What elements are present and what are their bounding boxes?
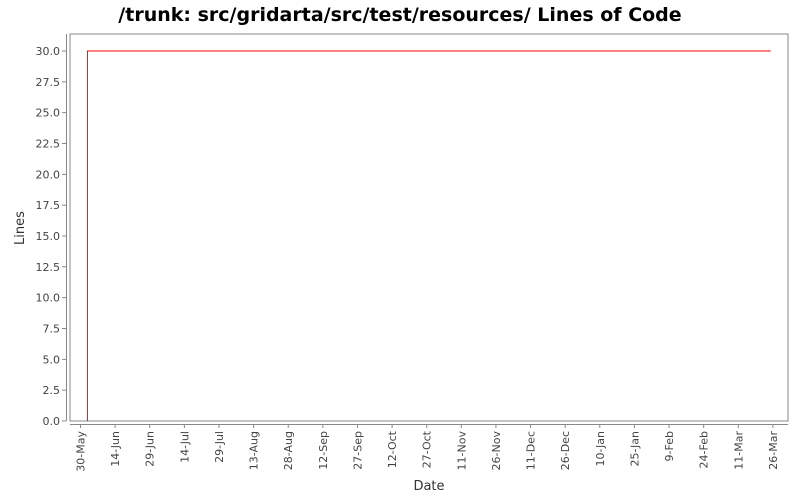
- x-tick-label: 14-Jul: [178, 431, 191, 463]
- x-tick-label: 10-Jan: [594, 431, 607, 467]
- x-tick-label: 12-Sep: [317, 431, 330, 470]
- y-axis-label: Lines: [13, 211, 28, 245]
- chart-title: /trunk: src/gridarta/src/test/resources/…: [118, 4, 681, 26]
- series-line: [86, 50, 771, 421]
- x-tick-label: 29-Jun: [144, 431, 157, 467]
- x-tick-label: 11-Nov: [455, 431, 468, 471]
- plot-area: [69, 33, 789, 422]
- x-tick-label: 27-Sep: [351, 431, 364, 470]
- x-tick-label: 25-Jan: [628, 431, 641, 467]
- y-tick-label: 7.5: [43, 323, 61, 336]
- y-tick-label: 17.5: [36, 199, 61, 212]
- x-tick-label: 11-Mar: [732, 431, 745, 470]
- x-tick-label: 13-Aug: [248, 431, 261, 470]
- x-tick-label: 26-Nov: [490, 431, 503, 471]
- y-tick-label: 15.0: [36, 230, 61, 243]
- y-tick-label: 25.0: [36, 107, 61, 120]
- y-tick-label: 2.5: [43, 384, 61, 397]
- x-tick-label: 26-Dec: [559, 431, 572, 470]
- x-tick-label: 30-May: [75, 431, 88, 472]
- y-tick-label: 0.0: [43, 415, 61, 428]
- x-tick-label: 29-Jul: [213, 431, 226, 463]
- x-tick-label: 9-Feb: [663, 431, 676, 461]
- y-tick-label: 10.0: [36, 292, 61, 305]
- x-tick-label: 12-Oct: [386, 430, 399, 468]
- x-tick-label: 14-Jun: [109, 431, 122, 467]
- y-tick-label: 12.5: [36, 261, 61, 274]
- x-tick-label: 26-Mar: [767, 431, 780, 470]
- x-tick-label: 11-Dec: [525, 431, 538, 470]
- y-tick-label: 20.0: [36, 168, 61, 181]
- y-tick-label: 22.5: [36, 138, 61, 151]
- y-tick-label: 27.5: [36, 76, 61, 89]
- y-tick-label: 30.0: [36, 45, 61, 58]
- y-tick-label: 5.0: [43, 353, 61, 366]
- x-tick-label: 27-Oct: [421, 430, 434, 468]
- x-tick-label: 28-Aug: [282, 431, 295, 470]
- x-tick-label: 24-Feb: [698, 431, 711, 468]
- x-axis-label: Date: [413, 479, 444, 494]
